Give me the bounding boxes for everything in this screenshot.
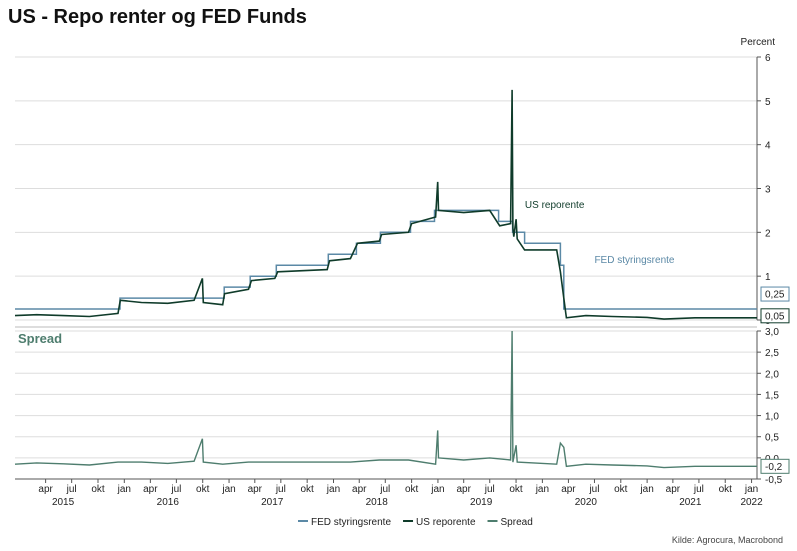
x-tick-label: okt [405,484,419,495]
x-tick-label: okt [300,484,314,495]
x-tick-label: jan [221,484,235,495]
lower-ytick-label: 1,0 [765,412,779,423]
upper-ytick-label: 2 [765,228,771,239]
x-tick-label: jul [66,484,77,495]
x-tick-label: okt [91,484,105,495]
x-year-label: 2021 [679,497,702,508]
x-tick-label: okt [509,484,523,495]
lower-ytick-label: 2,5 [765,348,779,359]
x-year-label: 2018 [366,497,389,508]
legend-item-fed: FED styringsrente [311,517,391,528]
series-annotation-repo: US reporente [525,200,585,211]
lower-ytick-label: 0,5 [765,433,779,444]
x-tick-label: jan [430,484,444,495]
x-tick-label: apr [143,484,158,495]
x-tick-label: jan [639,484,653,495]
x-year-label: 2019 [470,497,493,508]
lower-ytick-label: 2,0 [765,369,779,380]
series-line-us-reporente [14,89,757,320]
legend-item-spread: Spread [501,517,533,528]
legend-item-repo: US reporente [416,517,476,528]
x-tick-label: jul [588,484,599,495]
lower-ytick-label: 3,0 [765,327,779,338]
y-axis-label: Percent [741,37,776,48]
x-year-label: 2020 [575,497,598,508]
end-value-box [760,286,790,302]
x-tick-label: okt [196,484,210,495]
x-year-label: 2015 [52,497,75,508]
source-note: Kilde: Agrocura, Macrobond [671,535,783,545]
x-tick-label: jan [117,484,131,495]
upper-ytick-label: 4 [765,141,771,152]
x-tick-label: apr [561,484,576,495]
x-tick-label: jan [535,484,549,495]
upper-ytick-label: 5 [765,97,771,108]
end-value-label: 0,25 [765,290,785,301]
x-year-label: 2022 [740,497,763,508]
x-year-label: 2016 [157,497,180,508]
x-tick-label: jul [170,484,181,495]
x-tick-label: okt [719,484,733,495]
chart-title: US - Repo renter og FED Funds [8,6,307,28]
x-tick-label: jul [379,484,390,495]
x-tick-label: apr [666,484,681,495]
series-line-spread [14,330,757,469]
series-line-fed-styringsrente [15,209,757,310]
series-annotation-fed: FED styringsrente [594,255,674,266]
upper-ytick-label: 3 [765,185,771,196]
lower-ytick-label: 1,5 [765,390,779,401]
x-tick-label: jan [326,484,340,495]
x-tick-label: apr [456,484,471,495]
end-value-label: 0,05 [765,311,785,322]
end-value-label: -0,2 [765,462,783,473]
spread-panel-title: Spread [18,331,62,346]
x-year-label: 2017 [261,497,284,508]
upper-ytick-label: 6 [765,53,771,64]
x-tick-label: okt [614,484,628,495]
end-value-box [760,308,790,324]
x-tick-label: jan [744,484,758,495]
end-value-box [760,458,790,474]
lower-ytick-label: -0,5 [765,475,783,486]
upper-ytick-label: 1 [765,272,771,283]
x-tick-label: apr [248,484,263,495]
x-tick-label: apr [352,484,367,495]
x-tick-label: jul [484,484,495,495]
x-tick-label: apr [38,484,53,495]
x-tick-label: jul [693,484,704,495]
x-tick-label: jul [275,484,286,495]
